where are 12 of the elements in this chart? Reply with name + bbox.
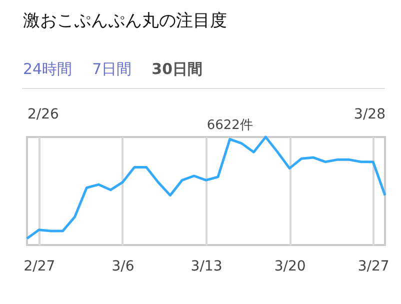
x-tick-label: 3/6 <box>112 258 134 274</box>
x-tick-label: 3/20 <box>274 258 306 274</box>
annotation: 6622件 <box>206 118 253 134</box>
x2-tick-label: 2/26 <box>28 106 60 122</box>
x-tick-label: 3/13 <box>190 258 222 274</box>
text: 7日間 <box>92 60 132 78</box>
x2-tick-label: 3/28 <box>354 106 386 122</box>
chart-title: 激おこぷんぷん丸の注目度 <box>23 10 227 32</box>
x-tick-label: 3/27 <box>358 258 390 274</box>
x-tick-label: 2/27 <box>24 258 56 274</box>
text: 24時間 <box>23 60 72 78</box>
text: 30日間 <box>152 60 203 78</box>
